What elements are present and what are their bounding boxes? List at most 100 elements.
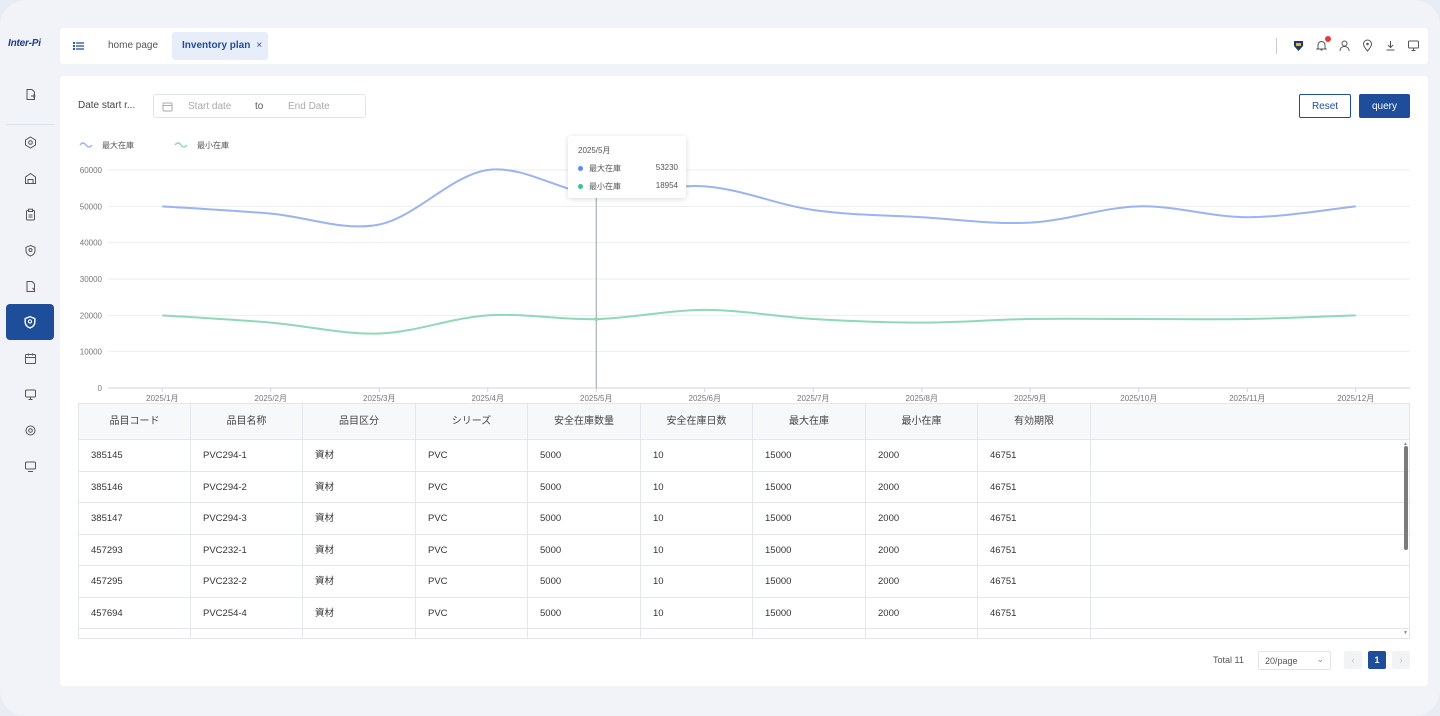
column-header[interactable]: 安全在庫日数 <box>641 404 753 440</box>
shield-active-icon <box>24 315 36 329</box>
inventory-table: 品目コード 品目名称 品目区分 シリーズ 安全在庫数量 安全在庫日数 最大在庫 最小在庫 有効期… <box>78 403 1410 639</box>
y-tick-label: 50000 <box>80 202 103 211</box>
brand-badge-icon[interactable] <box>1292 39 1305 52</box>
table-row[interactable]: 457293 PVC232-1 資材 PVC 5000 10 15000 2000 46751 <box>79 534 1409 566</box>
column-header[interactable]: 品目名称 <box>191 404 303 440</box>
sidebar-item-system[interactable] <box>6 412 54 448</box>
sidebar-item-settings[interactable] <box>6 124 54 160</box>
table-cell: 10 <box>641 534 753 566</box>
table-cell: PVC <box>416 566 528 598</box>
y-tick-label: 30000 <box>80 275 103 284</box>
table-cell: 46751 <box>978 503 1091 535</box>
sidebar-item-quality[interactable] <box>6 232 54 268</box>
page-1-button[interactable]: 1 <box>1368 651 1386 669</box>
start-date-input[interactable]: Start date <box>188 101 232 112</box>
column-header[interactable]: 安全在庫数量 <box>528 404 641 440</box>
table-cell: 10 <box>641 503 753 535</box>
document-icon <box>26 280 35 292</box>
tooltip-series-name: 最小在庫 <box>589 182 621 191</box>
tab-label: Inventory plan <box>182 40 251 51</box>
table-cell: 10 <box>641 566 753 598</box>
sidebar-divider <box>6 124 54 125</box>
tab-label: home page <box>108 40 159 51</box>
location-icon[interactable] <box>1361 39 1374 52</box>
tab-inventory-plan[interactable]: Inventory plan × <box>172 32 269 60</box>
date-filter-label: Date start r... <box>78 100 136 111</box>
menu-toggle-icon[interactable] <box>72 39 86 53</box>
sidebar-item-export[interactable] <box>6 76 54 112</box>
tooltip-value: 53230 <box>655 163 678 172</box>
table-cell: PVC <box>416 597 528 629</box>
prev-page-button[interactable]: ‹ <box>1344 651 1362 669</box>
next-page-button[interactable]: › <box>1392 651 1410 669</box>
table-cell <box>416 629 528 638</box>
scroll-up-icon[interactable]: ▲ <box>1403 441 1408 447</box>
monitor-icon[interactable] <box>1407 39 1420 52</box>
series-line-max-stock <box>162 168 1356 228</box>
table-row[interactable]: 457295 PVC232-2 資材 PVC 5000 10 15000 2000 46751 <box>79 566 1409 598</box>
end-date-input[interactable]: End Date <box>288 101 330 112</box>
sidebar-item-calendar[interactable] <box>6 340 54 376</box>
date-separator: to <box>255 101 264 112</box>
sidebar-item-inventory-plan[interactable] <box>6 304 54 340</box>
table-cell <box>753 629 866 638</box>
x-tick-label: 2025/6月 <box>689 394 721 403</box>
y-tick-label: 0 <box>98 384 103 393</box>
table-header: 品目コード 品目名称 品目区分 シリーズ 安全在庫数量 安全在庫日数 最大在庫 最小在庫 有効期… <box>79 404 1409 440</box>
table-cell: 457694 <box>79 597 191 629</box>
inventory-line-chart: 0 10000 20000 30000 40000 50000 60000 2025/1月 20… <box>79 140 1410 403</box>
download-icon[interactable] <box>1384 39 1397 52</box>
close-tab-icon[interactable]: × <box>256 40 263 51</box>
bell-icon[interactable] <box>1315 36 1331 52</box>
x-tick-label: 2025/3月 <box>363 394 395 403</box>
table-cell: 385147 <box>79 503 191 535</box>
calendar-icon <box>162 102 173 112</box>
column-header[interactable]: 品目コード <box>79 404 191 440</box>
scroll-down-icon[interactable]: ▼ <box>1403 630 1408 636</box>
table-cell <box>191 629 303 638</box>
table-cell: 2000 <box>866 503 978 535</box>
chevron-down-icon: ⌄ <box>1316 654 1324 664</box>
sidebar-item-documents[interactable] <box>6 268 54 304</box>
query-button[interactable]: query <box>1359 94 1410 118</box>
column-header[interactable]: 最小在庫 <box>866 404 978 440</box>
x-tick-label: 2025/7月 <box>797 394 829 403</box>
table-cell: 15000 <box>753 503 866 535</box>
table-cell: 2000 <box>866 534 978 566</box>
tooltip-value: 18954 <box>655 181 678 190</box>
notification-badge <box>1325 36 1331 42</box>
reset-button[interactable]: Reset <box>1299 94 1351 118</box>
sidebar-item-orders[interactable] <box>6 196 54 232</box>
table-row[interactable]: 457694 PVC254-4 資材 PVC 5000 10 15000 2000 46751 <box>79 597 1409 629</box>
table-cell: PVC <box>416 471 528 503</box>
table-cell: 2000 <box>866 566 978 598</box>
sidebar-item-warehouse[interactable] <box>6 160 54 196</box>
date-range-picker[interactable]: Start date to End Date <box>153 94 366 118</box>
table-row[interactable]: 385147 PVC294-3 資材 PVC 5000 10 15000 2000 46751 <box>79 503 1409 535</box>
page-size-select[interactable]: 20/page ⌄ <box>1258 651 1331 670</box>
table-cell: 5000 <box>528 597 641 629</box>
table-cell: 2000 <box>866 440 978 472</box>
table-row[interactable]: 385146 PVC294-2 資材 PVC 5000 10 15000 2000 46751 <box>79 471 1409 503</box>
divider <box>1276 38 1277 54</box>
sidebar-item-display[interactable] <box>6 448 54 484</box>
table-scrollbar[interactable] <box>1404 446 1408 550</box>
sidebar-item-monitor[interactable] <box>6 376 54 412</box>
column-header[interactable]: 品目区分 <box>303 404 416 440</box>
table-cell: 457293 <box>79 534 191 566</box>
column-header[interactable]: 最大在庫 <box>753 404 866 440</box>
user-icon[interactable] <box>1338 39 1351 52</box>
column-header[interactable]: 有効期限 <box>978 404 1091 440</box>
table-cell: 46751 <box>978 534 1091 566</box>
tab-home-page[interactable]: home page <box>98 32 168 60</box>
calendar-icon <box>24 353 36 364</box>
table-row[interactable]: 385145 PVC294-1 資材 PVC 5000 10 15000 2000 46751 <box>79 440 1409 472</box>
x-tick-label: 2025/11月 <box>1229 394 1265 403</box>
column-header[interactable]: シリーズ <box>416 404 528 440</box>
settings-icon <box>24 135 36 149</box>
table-cell: 46751 <box>978 471 1091 503</box>
series-line-min-stock <box>162 308 1356 335</box>
table-cell: 資材 <box>303 534 416 566</box>
clipboard-icon <box>25 208 35 220</box>
